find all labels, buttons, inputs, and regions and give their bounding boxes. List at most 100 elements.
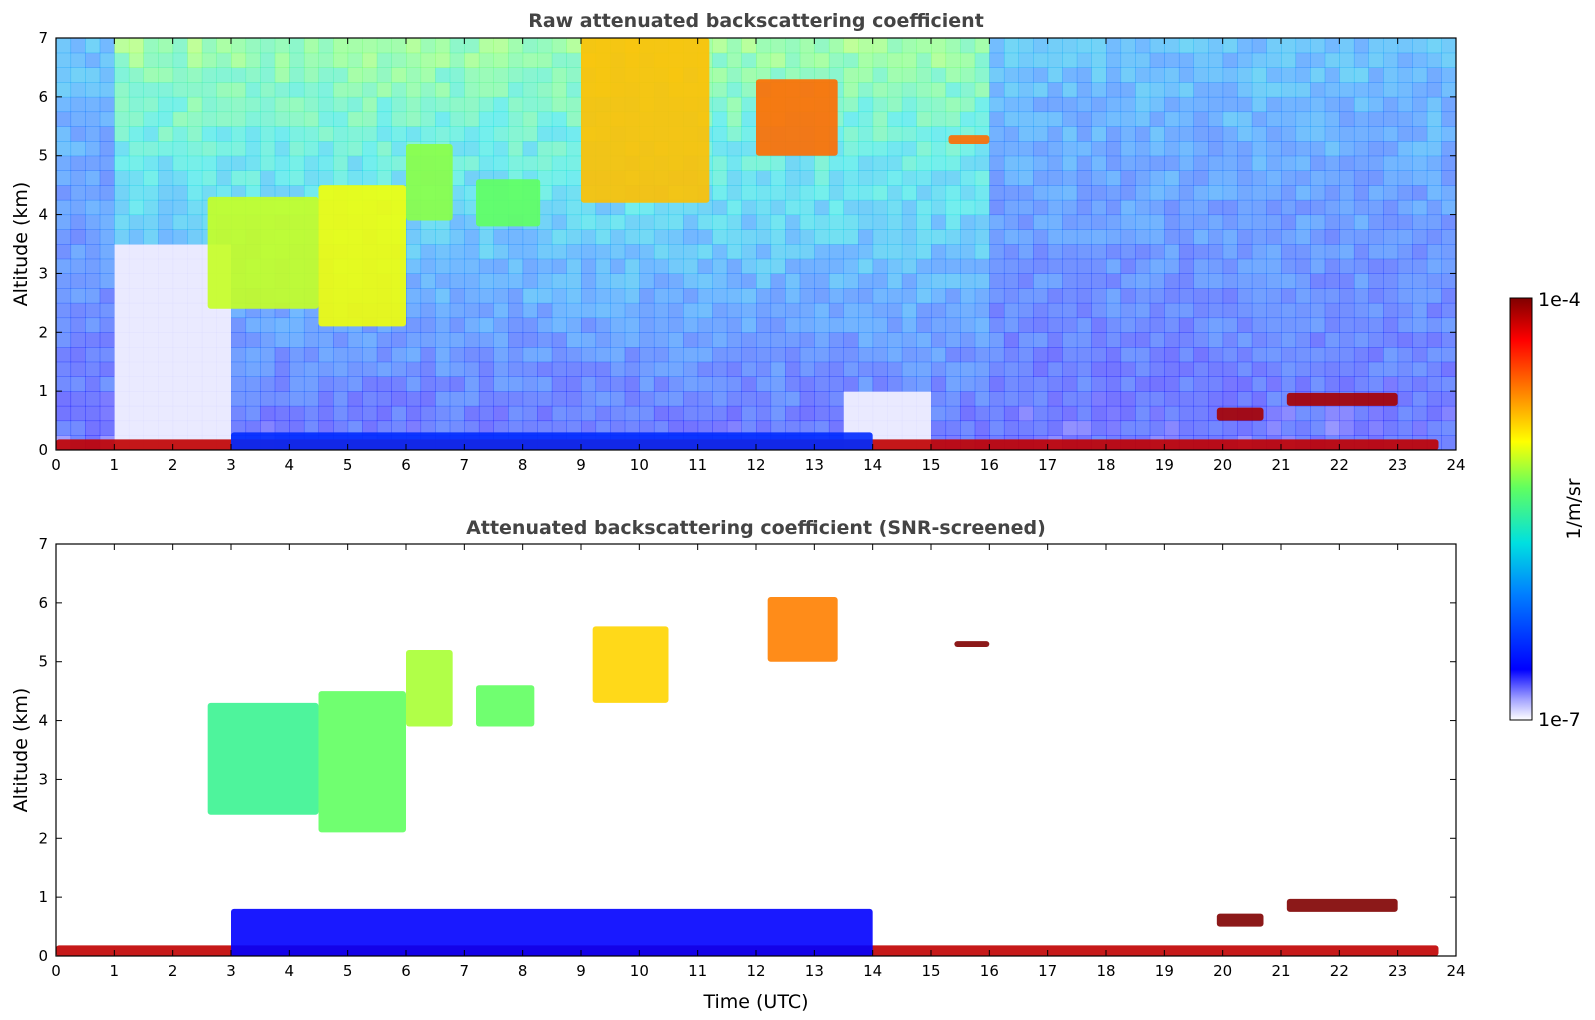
- noise-cell: [1237, 244, 1253, 260]
- noise-cell: [508, 82, 524, 98]
- noise-cell: [901, 273, 917, 289]
- noise-cell: [1033, 288, 1049, 304]
- noise-cell: [974, 38, 990, 54]
- noise-cell: [114, 273, 130, 289]
- noise-cell: [756, 229, 772, 245]
- noise-cell: [931, 170, 947, 186]
- noise-cell: [712, 347, 728, 363]
- noise-cell: [143, 288, 159, 304]
- noise-cell: [143, 67, 159, 83]
- noise-cell: [1397, 141, 1413, 157]
- noise-cell: [303, 126, 319, 142]
- noise-cell: [624, 376, 640, 392]
- noise-cell: [99, 258, 115, 274]
- noise-cell: [1193, 185, 1209, 201]
- noise-cell: [245, 52, 261, 68]
- noise-cell: [1426, 258, 1442, 274]
- noise-cell: [785, 332, 801, 348]
- noise-cell: [726, 317, 742, 333]
- noise-cell: [362, 170, 378, 186]
- noise-cell: [1426, 361, 1442, 377]
- noise-cell: [1149, 420, 1165, 436]
- noise-cell: [172, 258, 188, 274]
- noise-cell: [1295, 347, 1311, 363]
- noise-cell: [916, 332, 932, 348]
- x-tick-label: 13: [805, 456, 824, 474]
- noise-cell: [566, 420, 582, 436]
- noise-cell: [1412, 111, 1428, 127]
- noise-cell: [1353, 126, 1369, 142]
- noise-cell: [1281, 155, 1297, 171]
- noise-cell: [770, 214, 786, 230]
- noise-cell: [231, 170, 247, 186]
- noise-cell: [201, 96, 217, 113]
- noise-cell: [333, 332, 349, 348]
- noise-cell: [1281, 67, 1297, 83]
- noise-cell: [1222, 141, 1238, 157]
- noise-cell: [1164, 302, 1180, 319]
- noise-cell: [1091, 155, 1107, 171]
- noise-cell: [1076, 288, 1092, 304]
- noise-cell: [187, 391, 203, 407]
- noise-cell: [566, 302, 582, 319]
- noise-cell: [1164, 38, 1180, 54]
- noise-cell: [1033, 67, 1049, 83]
- noise-cell: [1266, 170, 1282, 186]
- noise-cell: [1237, 141, 1253, 157]
- y-tick-label: 2: [38, 323, 48, 341]
- noise-cell: [333, 391, 349, 407]
- noise-cell: [581, 258, 597, 274]
- noise-cell: [1368, 96, 1384, 113]
- noise-cell: [1033, 155, 1049, 171]
- noise-cell: [858, 229, 874, 245]
- noise-cell: [887, 141, 903, 157]
- noise-cell: [260, 361, 276, 377]
- noise-cell: [406, 420, 422, 436]
- noise-cell: [1120, 214, 1136, 230]
- noise-cell: [1368, 126, 1384, 142]
- noise-cell: [1149, 170, 1165, 186]
- noise-cell: [1106, 302, 1122, 319]
- noise-cell: [1018, 52, 1034, 68]
- noise-cell: [201, 38, 217, 54]
- noise-cell: [1310, 288, 1326, 304]
- x-tick-label: 16: [980, 962, 999, 980]
- noise-cell: [1062, 82, 1078, 98]
- noise-cell: [1208, 361, 1224, 377]
- noise-cell: [522, 302, 538, 319]
- noise-cell: [814, 361, 830, 377]
- noise-cell: [143, 38, 159, 54]
- noise-cell: [989, 38, 1005, 54]
- noise-cell: [1295, 214, 1311, 230]
- noise-cell: [522, 273, 538, 289]
- noise-cell: [1353, 214, 1369, 230]
- noise-cell: [201, 170, 217, 186]
- noise-cell: [1383, 170, 1399, 186]
- noise-cell: [143, 185, 159, 201]
- noise-cell: [391, 82, 407, 98]
- noise-cell: [1135, 244, 1151, 260]
- noise-cell: [289, 38, 305, 54]
- noise-cell: [1237, 376, 1253, 392]
- noise-cell: [858, 361, 874, 377]
- noise-cell: [187, 347, 203, 363]
- noise-cell: [1178, 361, 1194, 377]
- noise-cell: [478, 38, 494, 54]
- noise-cell: [1310, 214, 1326, 230]
- noise-cell: [1353, 111, 1369, 127]
- x-tick-label: 21: [1271, 456, 1290, 474]
- noise-cell: [770, 405, 786, 422]
- noise-cell: [1033, 96, 1049, 113]
- noise-cell: [1281, 229, 1297, 245]
- noise-cell: [1383, 141, 1399, 157]
- noise-cell: [420, 96, 436, 113]
- noise-cell: [1047, 288, 1063, 304]
- noise-cell: [376, 361, 392, 377]
- noise-cell: [1281, 38, 1297, 54]
- noise-cell: [260, 420, 276, 436]
- noise-cell: [1324, 52, 1340, 68]
- noise-cell: [376, 391, 392, 407]
- noise-cell: [741, 229, 757, 245]
- noise-cell: [697, 332, 713, 348]
- noise-cell: [887, 288, 903, 304]
